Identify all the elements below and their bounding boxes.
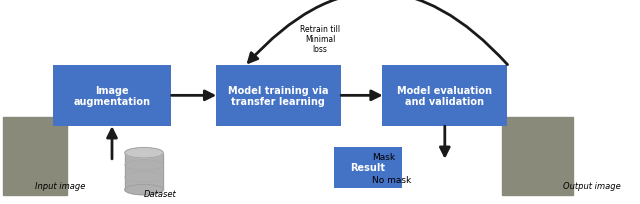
Bar bbox=[3, 117, 67, 195]
Text: Retrain till
Minimal
loss: Retrain till Minimal loss bbox=[300, 24, 340, 54]
Text: No mask: No mask bbox=[372, 175, 412, 184]
Text: Result: Result bbox=[351, 162, 385, 172]
Ellipse shape bbox=[125, 185, 163, 195]
Text: Input image: Input image bbox=[35, 181, 86, 190]
Text: Image
augmentation: Image augmentation bbox=[74, 85, 150, 107]
Text: Model evaluation
and validation: Model evaluation and validation bbox=[397, 85, 492, 107]
Text: Model training via
transfer learning: Model training via transfer learning bbox=[228, 85, 329, 107]
FancyBboxPatch shape bbox=[216, 65, 340, 126]
FancyBboxPatch shape bbox=[383, 65, 507, 126]
Bar bbox=[502, 117, 573, 195]
Text: Dataset: Dataset bbox=[144, 189, 177, 198]
FancyBboxPatch shape bbox=[334, 147, 402, 188]
Ellipse shape bbox=[125, 148, 163, 158]
Text: Mask: Mask bbox=[372, 153, 396, 162]
FancyBboxPatch shape bbox=[52, 65, 172, 126]
Bar bbox=[125, 153, 163, 190]
Text: Output image: Output image bbox=[563, 181, 621, 190]
